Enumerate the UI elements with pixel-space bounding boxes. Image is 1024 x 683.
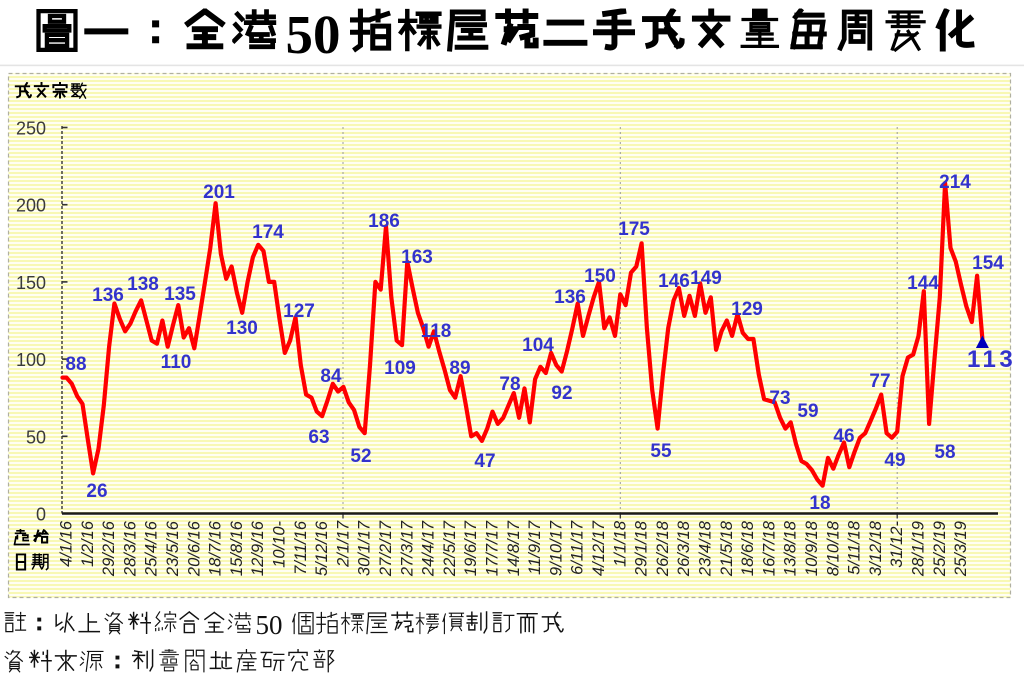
- svg-text:6/11/17: 6/11/17: [569, 520, 587, 575]
- svg-text:100: 100: [16, 350, 46, 370]
- svg-text:18/6/18: 18/6/18: [739, 520, 757, 576]
- svg-text:18: 18: [809, 493, 830, 514]
- svg-text:27/3/17: 27/3/17: [398, 520, 416, 577]
- svg-text:19/6/17: 19/6/17: [462, 520, 480, 576]
- svg-text:24/4/17: 24/4/17: [420, 520, 438, 577]
- svg-text:250: 250: [16, 119, 46, 139]
- svg-text:18/7/16: 18/7/16: [207, 520, 225, 576]
- svg-text:14/8/17: 14/8/17: [505, 520, 523, 576]
- svg-text:63: 63: [308, 427, 329, 448]
- svg-text:25/3/19: 25/3/19: [952, 521, 970, 577]
- svg-text:17/7/17: 17/7/17: [484, 520, 502, 576]
- svg-text:58: 58: [934, 442, 955, 463]
- svg-text:12/9/16: 12/9/16: [249, 520, 267, 576]
- svg-text:30/1/17: 30/1/17: [356, 520, 374, 576]
- svg-text:11/9/17: 11/9/17: [526, 520, 544, 575]
- svg-text:175: 175: [618, 219, 650, 240]
- svg-text:50: 50: [256, 610, 283, 640]
- svg-text:136: 136: [554, 287, 586, 308]
- svg-text:1/2/16: 1/2/16: [79, 520, 97, 567]
- svg-text:146: 146: [658, 271, 690, 292]
- svg-text:78: 78: [499, 374, 520, 395]
- svg-text:13/8/18: 13/8/18: [782, 520, 800, 576]
- svg-text:88: 88: [65, 354, 86, 375]
- svg-text:92: 92: [551, 383, 572, 404]
- svg-text:28/1/19: 28/1/19: [910, 521, 928, 577]
- svg-text:110: 110: [161, 352, 192, 373]
- svg-text:23/4/18: 23/4/18: [697, 520, 715, 577]
- svg-text:5/12/16: 5/12/16: [313, 520, 331, 576]
- svg-text:26/2/18: 26/2/18: [654, 520, 672, 577]
- svg-text:10/10-: 10/10-: [271, 521, 289, 568]
- svg-text:10/9/18: 10/9/18: [803, 520, 821, 576]
- svg-text:20/6/16: 20/6/16: [185, 520, 203, 577]
- svg-text:4/12/17: 4/12/17: [590, 520, 608, 576]
- svg-text:0: 0: [36, 505, 46, 525]
- svg-text:1/1/18: 1/1/18: [611, 520, 629, 567]
- svg-text:46: 46: [833, 426, 854, 447]
- svg-text:144: 144: [907, 273, 939, 294]
- svg-text:130: 130: [226, 318, 258, 339]
- svg-text:47: 47: [474, 451, 495, 472]
- svg-text:49: 49: [884, 450, 905, 471]
- svg-text:84: 84: [320, 366, 342, 387]
- svg-text:16/7/18: 16/7/18: [760, 520, 778, 576]
- svg-text:89: 89: [449, 358, 470, 379]
- svg-text:118: 118: [421, 321, 452, 342]
- svg-text:4/1/16: 4/1/16: [58, 520, 76, 567]
- svg-text:25/2/19: 25/2/19: [931, 521, 949, 577]
- svg-text:28/3/16: 28/3/16: [121, 520, 139, 577]
- svg-text:26/3/18: 26/3/18: [675, 520, 693, 577]
- svg-text:77: 77: [869, 371, 890, 392]
- svg-text:55: 55: [650, 441, 672, 462]
- svg-text:22/5/17: 22/5/17: [441, 520, 459, 577]
- svg-text:113: 113: [967, 346, 1016, 373]
- svg-text:21/5/18: 21/5/18: [718, 520, 736, 577]
- svg-text:2/1/17: 2/1/17: [334, 520, 352, 568]
- svg-text:127: 127: [283, 301, 315, 322]
- svg-text:31/12-: 31/12-: [888, 521, 906, 568]
- svg-text:201: 201: [203, 182, 235, 203]
- svg-text:50: 50: [26, 427, 46, 447]
- svg-text:23/5/16: 23/5/16: [164, 520, 182, 577]
- svg-text:50: 50: [286, 4, 341, 65]
- svg-text:59: 59: [797, 401, 818, 422]
- svg-text:150: 150: [16, 273, 46, 293]
- svg-text:73: 73: [769, 388, 790, 409]
- svg-text:129: 129: [731, 299, 763, 320]
- svg-text:163: 163: [401, 247, 433, 268]
- svg-text:150: 150: [584, 266, 616, 287]
- svg-text:104: 104: [522, 335, 554, 356]
- svg-text:174: 174: [252, 222, 284, 243]
- svg-text:138: 138: [127, 274, 159, 295]
- svg-text:25/4/16: 25/4/16: [143, 520, 161, 577]
- svg-text:52: 52: [350, 446, 371, 467]
- svg-text:135: 135: [164, 284, 196, 305]
- svg-text:15/8/16: 15/8/16: [228, 520, 246, 576]
- svg-text:29/2/16: 29/2/16: [100, 520, 118, 577]
- svg-text:7/11/16: 7/11/16: [292, 520, 310, 575]
- svg-text:109: 109: [384, 358, 416, 379]
- svg-text:200: 200: [16, 196, 46, 216]
- svg-text:9/10/17: 9/10/17: [547, 520, 565, 576]
- svg-text:26: 26: [86, 481, 107, 502]
- svg-text:136: 136: [92, 285, 124, 306]
- svg-text:3/12/18: 3/12/18: [867, 520, 885, 576]
- svg-text:186: 186: [368, 211, 400, 232]
- svg-text:29/1/18: 29/1/18: [633, 520, 651, 577]
- svg-text:154: 154: [972, 253, 1004, 274]
- svg-text:149: 149: [690, 268, 722, 289]
- svg-text:27/2/17: 27/2/17: [377, 520, 395, 577]
- svg-text:5/11/18: 5/11/18: [846, 520, 864, 575]
- svg-text:214: 214: [939, 172, 971, 193]
- svg-text:8/10/18: 8/10/18: [824, 520, 842, 576]
